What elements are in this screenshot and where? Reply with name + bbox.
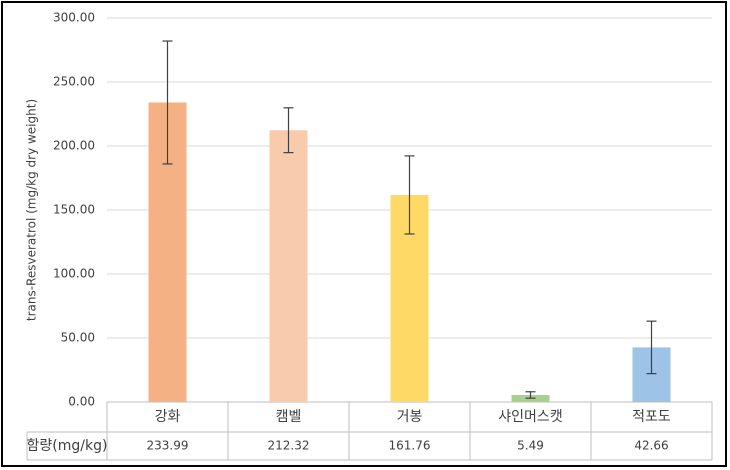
table-value: 161.76 [389, 439, 431, 453]
x-tick-label: 적포도 [632, 409, 671, 425]
y-tick-label: 50.00 [61, 331, 95, 345]
y-tick-label: 200.00 [53, 139, 95, 153]
y-tick-label: 150.00 [53, 203, 95, 217]
table-value: 42.66 [634, 439, 668, 453]
y-tick-label: 300.00 [53, 11, 95, 25]
table-label: 함량(mg/kg) [27, 438, 108, 454]
y-tick-label: 250.00 [53, 75, 95, 89]
x-tick-label: 거봉 [397, 409, 423, 425]
bar [269, 130, 308, 402]
table-value: 233.99 [147, 439, 189, 453]
y-tick-label: 100.00 [53, 267, 95, 281]
table-value: 212.32 [268, 439, 310, 453]
y-tick-label: 0.00 [68, 395, 95, 409]
y-axis-label: trans-Resveratrol (mg/kg dry weight) [25, 99, 39, 321]
x-tick-label: 샤인머스캣 [498, 409, 563, 425]
x-tick-label: 캠벨 [276, 409, 302, 425]
x-tick-label: 강화 [155, 409, 181, 425]
table-value: 5.49 [517, 439, 544, 453]
